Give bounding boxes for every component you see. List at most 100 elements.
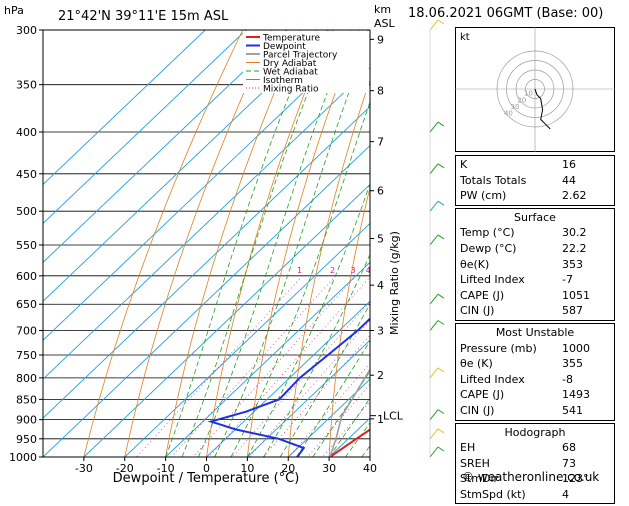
pressure-tick-label: 750	[16, 349, 37, 362]
location-title: 21°42'N 39°11'E 15m ASL	[58, 9, 229, 24]
wind-barb-staff	[430, 410, 438, 420]
most-unstable-block: Most Unstable Pressure (mb)1000 θe (K)35…	[455, 323, 615, 421]
index-label: Totals Totals	[460, 173, 526, 189]
index-label: CIN (J)	[460, 303, 494, 319]
legend-entry: Mixing Ratio	[263, 85, 319, 95]
index-value: 1051	[562, 288, 610, 304]
wind-barb-flag	[438, 235, 444, 239]
index-label: θe(K)	[460, 257, 489, 273]
mixing-ratio-line	[249, 276, 409, 457]
dry-adiabat-line	[84, 30, 243, 457]
wind-barb-flag	[438, 122, 444, 126]
pressure-tick-label: 700	[16, 325, 37, 338]
index-label: Pressure (mb)	[460, 341, 537, 357]
index-label: CAPE (J)	[460, 288, 504, 304]
km-tick-label: 6	[377, 185, 384, 198]
km-tick-label: 9	[377, 33, 384, 46]
mu-row: CAPE (J) 1493	[460, 387, 610, 403]
hodograph-ring-label: 40	[504, 110, 513, 118]
mixing-ratio-tick-label: 15	[438, 266, 448, 275]
index-value: 73	[562, 456, 610, 472]
pressure-tick-label: 400	[16, 126, 37, 139]
pressure-tick-label: 650	[16, 298, 37, 311]
mixing-ratio-tick-label: 8	[404, 266, 409, 275]
index-value: 353	[562, 257, 610, 273]
x-axis-label: Dewpoint / Temperature (°C)	[113, 471, 300, 486]
surface-row: Dewp (°C)22.2	[460, 241, 610, 257]
hodo-row: StmSpd (kt)4	[460, 487, 610, 503]
index-value: -7	[562, 272, 610, 288]
index-label: CAPE (J)	[460, 387, 504, 403]
wind-barb-flag	[438, 321, 444, 325]
most-unstable-title: Most Unstable	[460, 325, 610, 341]
index-label: EH	[460, 440, 475, 456]
mixing-ratio-line	[209, 276, 371, 457]
pressure-tick-label: 550	[16, 239, 37, 252]
km-label: km	[374, 3, 391, 16]
pressure-tick-label: 950	[16, 433, 37, 446]
index-value: 4	[562, 487, 610, 503]
wind-barb-flag	[438, 429, 444, 433]
hpa-label: hPa	[4, 4, 24, 17]
pressure-tick-label: 500	[16, 205, 37, 218]
surface-row: Temp (°C) 30.2	[460, 225, 610, 241]
surface-row: θe(K) 353	[460, 257, 610, 273]
dry-adiabat-line	[125, 30, 272, 457]
wind-barb-staff	[430, 447, 438, 457]
mixing-ratio-tick-label: 2	[330, 266, 335, 275]
pressure-tick-label: 900	[16, 414, 37, 427]
surface-row: CAPE (J) 1051	[460, 288, 610, 304]
index-value: 30.2	[562, 225, 610, 241]
index-label: PW (cm)	[460, 188, 506, 204]
km-tick-label: 4	[377, 279, 384, 292]
wind-barb-staff	[430, 294, 438, 304]
pressure-tick-label: 600	[16, 270, 37, 283]
mu-row: CIN (J)541	[460, 403, 610, 419]
index-label: Lifted Index	[460, 272, 525, 288]
km-tick-label: 3	[377, 325, 384, 338]
pressure-tick-label: 350	[16, 79, 37, 92]
index-label: Dewp (°C)	[460, 241, 516, 257]
index-label: K	[460, 157, 467, 173]
temperature-tick-label: -30	[75, 462, 93, 475]
wind-barb-flag	[438, 294, 444, 298]
pressure-tick-label: 800	[16, 372, 37, 385]
index-value: 355	[562, 356, 610, 372]
wind-barb-flag	[438, 368, 444, 372]
mixing-ratio-line	[171, 276, 335, 457]
surface-row: CIN (J)587	[460, 303, 610, 319]
wind-barb-flag	[438, 201, 444, 205]
index-label: SREH	[460, 456, 490, 472]
index-label: Temp (°C)	[460, 225, 515, 241]
credit-link[interactable]: © weatheronline.co.uk	[462, 470, 599, 484]
mixing-ratio-tick-label: 1	[297, 266, 302, 275]
wind-barb-flag	[438, 164, 444, 168]
mu-row: θe (K)355	[460, 356, 610, 372]
index-label: Lifted Index	[460, 372, 525, 388]
hodo-row: SREH 73	[460, 456, 610, 472]
pressure-tick-label: 450	[16, 168, 37, 181]
km-tick-label: 2	[377, 369, 384, 382]
index-value: 44	[562, 173, 610, 189]
wind-barb-staff	[430, 368, 438, 378]
hodograph-kt-label: kt	[460, 32, 470, 43]
surface-block: Surface Temp (°C)30.2 Dewp (°C)22.2 θe(K…	[455, 208, 615, 321]
index-row-pw: PW (cm) 2.62	[460, 188, 610, 204]
mixing-ratio-tick-label: 10	[414, 266, 424, 275]
lcl-label: LCL	[383, 410, 404, 423]
index-value: 1493	[562, 387, 610, 403]
index-value: -8	[562, 372, 610, 388]
hodograph-title: Hodograph	[460, 425, 610, 441]
wind-barbs	[430, 20, 444, 457]
temperature-tick-label: 40	[363, 462, 377, 475]
wind-barb-staff	[430, 164, 438, 174]
index-value: 2.62	[562, 188, 610, 204]
mu-row: Lifted Index -8	[460, 372, 610, 388]
mu-row: Pressure (mb)1000	[460, 341, 610, 357]
wind-barb-staff	[430, 321, 438, 331]
